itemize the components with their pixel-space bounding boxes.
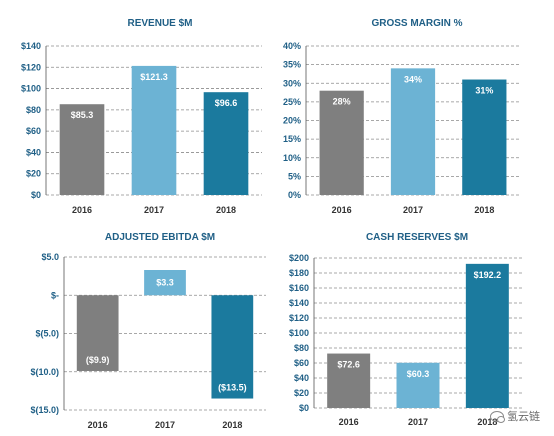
y-tick-label: $140 bbox=[289, 298, 309, 308]
watermark-text: 氢云链 bbox=[507, 410, 540, 423]
y-tick-label: 0% bbox=[288, 190, 301, 200]
x-tick-label: 2018 bbox=[216, 205, 236, 215]
data-label: $85.3 bbox=[71, 110, 94, 120]
bar-2017 bbox=[396, 362, 440, 408]
revenue-chart-svg: REVENUE $M $0 $20 $40 $60 $80 $100 $120 $140 $85.… bbox=[21, 18, 262, 215]
y-tick-label: 5% bbox=[288, 171, 301, 181]
y-tick-label: 20% bbox=[283, 116, 301, 126]
y-tick-label: $180 bbox=[289, 268, 309, 278]
bar-2017 bbox=[131, 65, 177, 195]
y-tick-label: $20 bbox=[26, 169, 41, 179]
cash-reserves-chart-svg: CASH RESERVES $M $0 $20 $40 $60 $80 $100 $120 $1… bbox=[289, 232, 522, 427]
bar-2018 bbox=[211, 295, 254, 399]
cash-reserves-title: CASH RESERVES $M bbox=[366, 232, 468, 243]
x-tick-label: 2018 bbox=[222, 420, 242, 430]
adjusted-ebitda-title: ADJUSTED EBITDA $M bbox=[105, 232, 215, 243]
y-tick-label: $5.0 bbox=[41, 252, 59, 262]
y-tick-label: 40% bbox=[283, 41, 301, 51]
x-tick-label: 2017 bbox=[144, 205, 164, 215]
bar-2017 bbox=[144, 270, 186, 296]
data-label: 31% bbox=[475, 86, 493, 96]
y-tick-label: $120 bbox=[21, 62, 41, 72]
y-tick-label: $40 bbox=[26, 147, 41, 157]
y-tick-label: $60 bbox=[26, 126, 41, 136]
y-tick-label: 15% bbox=[283, 134, 301, 144]
adjusted-ebitda-chart-svg: ADJUSTED EBITDA $M $(15.0) $(10.0) $(5.0) $-… bbox=[30, 232, 266, 430]
bar-2016 bbox=[319, 90, 364, 195]
bar-2018 bbox=[465, 263, 509, 408]
bar-2018 bbox=[462, 79, 507, 195]
bar-2016 bbox=[76, 295, 119, 371]
y-tick-label: $160 bbox=[289, 283, 309, 293]
x-tick-label: 2016 bbox=[72, 205, 92, 215]
x-tick-label: 2017 bbox=[408, 417, 428, 427]
gross-margin-title: GROSS MARGIN % bbox=[371, 18, 462, 29]
x-tick-label: 2018 bbox=[474, 205, 494, 215]
data-label: ($9.9) bbox=[86, 355, 110, 365]
x-tick-label: 2018 bbox=[477, 417, 497, 427]
y-tick-label: $0 bbox=[31, 190, 41, 200]
data-label: 34% bbox=[404, 74, 422, 84]
bar-2017 bbox=[390, 68, 436, 195]
data-label: $60.3 bbox=[407, 369, 430, 379]
y-tick-label: $(10.0) bbox=[30, 367, 59, 377]
y-tick-label: 30% bbox=[283, 78, 301, 88]
y-tick-label: $60 bbox=[294, 358, 309, 368]
y-tick-label: $40 bbox=[294, 373, 309, 383]
gross-margin-chart: GROSS MARGIN % 0% 5% 10% 15% 20% 25% 30% 35% 40% 2… bbox=[276, 0, 554, 218]
bar-2018 bbox=[203, 92, 249, 195]
watermark: 氢云链 bbox=[490, 408, 540, 424]
y-tick-label: $100 bbox=[289, 328, 309, 338]
y-tick-label: $80 bbox=[26, 105, 41, 115]
y-tick-label: $20 bbox=[294, 388, 309, 398]
y-tick-label: $(15.0) bbox=[30, 405, 59, 415]
cash-reserves-chart: CASH RESERVES $M $0 $20 $40 $60 $80 $100 $120 $1… bbox=[276, 220, 554, 436]
y-tick-label: $100 bbox=[21, 84, 41, 94]
y-tick-label: $140 bbox=[21, 41, 41, 51]
revenue-chart: REVENUE $M $0 $20 $40 $60 $80 $100 $120 $140 $85.… bbox=[0, 0, 272, 218]
data-label: ($13.5) bbox=[218, 383, 247, 393]
data-label: $192.2 bbox=[474, 270, 502, 280]
y-tick-label: $120 bbox=[289, 313, 309, 323]
data-label: 28% bbox=[333, 97, 351, 107]
y-tick-label: 25% bbox=[283, 97, 301, 107]
gross-margin-chart-svg: GROSS MARGIN % 0% 5% 10% 15% 20% 25% 30% 35% 40% 2… bbox=[283, 18, 520, 215]
bar-2016 bbox=[327, 353, 371, 408]
data-label: $72.6 bbox=[337, 360, 360, 370]
y-tick-label: $(5.0) bbox=[35, 329, 59, 339]
x-tick-label: 2016 bbox=[88, 420, 108, 430]
wechat-icon bbox=[490, 410, 505, 423]
x-tick-label: 2016 bbox=[332, 205, 352, 215]
y-tick-label: $- bbox=[51, 290, 59, 300]
y-tick-label: $200 bbox=[289, 253, 309, 263]
data-label: $3.3 bbox=[156, 278, 174, 288]
y-tick-label: $80 bbox=[294, 343, 309, 353]
data-label: $121.3 bbox=[140, 72, 168, 82]
y-tick-label: 10% bbox=[283, 153, 301, 163]
x-tick-label: 2017 bbox=[155, 420, 175, 430]
x-tick-label: 2016 bbox=[339, 417, 359, 427]
adjusted-ebitda-chart: ADJUSTED EBITDA $M $(15.0) $(10.0) $(5.0) $-… bbox=[0, 220, 272, 436]
revenue-title: REVENUE $M bbox=[127, 18, 192, 29]
data-label: $96.6 bbox=[215, 98, 238, 108]
bar-2016 bbox=[59, 104, 105, 195]
x-tick-label: 2017 bbox=[403, 205, 423, 215]
y-tick-label: 35% bbox=[283, 60, 301, 70]
y-tick-label: $0 bbox=[299, 403, 309, 413]
